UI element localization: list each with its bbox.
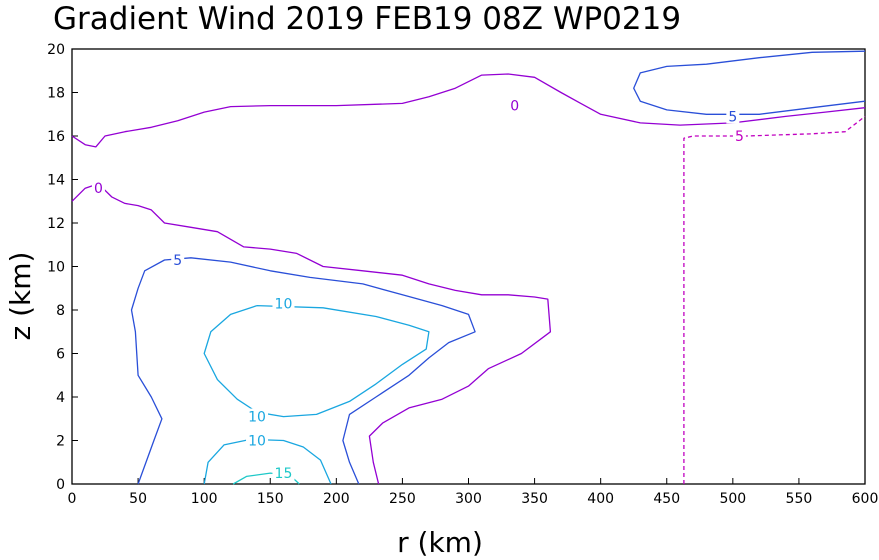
contour-label-bg bbox=[272, 465, 295, 481]
contour-line-3 bbox=[203, 304, 430, 418]
y-tick-label: 10 bbox=[47, 260, 65, 276]
contour-label-8: 5 bbox=[735, 129, 744, 145]
contour-lines bbox=[71, 50, 866, 485]
contour-label-4: 10 bbox=[248, 410, 266, 426]
y-tick-label: 16 bbox=[47, 129, 65, 145]
x-axis: 0 50 100 150 200 250 300 350 400 450 500 550 600 bbox=[68, 478, 879, 507]
contour-label-5: 10 bbox=[248, 434, 266, 450]
x-tick-label: 200 bbox=[323, 491, 350, 507]
x-tick-label: 150 bbox=[257, 491, 284, 507]
contour-label-bg bbox=[272, 295, 295, 311]
contour-line-7 bbox=[633, 50, 866, 115]
x-tick-label: 250 bbox=[389, 491, 416, 507]
contour-labels: 0 0 5 10 10 10 15 5 5 bbox=[91, 97, 746, 482]
y-tick-label: 8 bbox=[56, 303, 65, 319]
x-axis-title: r (km) bbox=[397, 526, 483, 559]
y-tick-label: 0 bbox=[56, 477, 65, 493]
contour-label-bg bbox=[726, 108, 740, 124]
y-tick-label: 4 bbox=[56, 390, 65, 406]
contour-label-0: 0 bbox=[510, 99, 519, 115]
contour-line-1 bbox=[71, 183, 552, 485]
x-tick-label: 100 bbox=[191, 491, 218, 507]
contour-line-2 bbox=[130, 257, 476, 485]
contour-label-3: 10 bbox=[275, 296, 293, 312]
contour-label-1: 0 bbox=[94, 181, 103, 197]
x-tick-label: 600 bbox=[852, 491, 879, 507]
contour-label-bg bbox=[246, 432, 269, 448]
contour-label-bg bbox=[171, 251, 185, 267]
contour-label-7: 5 bbox=[728, 109, 737, 125]
contour-label-bg bbox=[732, 128, 746, 143]
y-axis-title: z (km) bbox=[4, 252, 37, 341]
y-tick-label: 12 bbox=[47, 216, 65, 232]
x-tick-label: 0 bbox=[68, 491, 77, 507]
x-tick-label: 300 bbox=[455, 491, 482, 507]
x-tick-label: 550 bbox=[786, 491, 813, 507]
contour-line-0 bbox=[71, 73, 866, 148]
contour-label-bg bbox=[246, 408, 269, 424]
x-tick-label: 50 bbox=[129, 491, 147, 507]
contour-label-bg bbox=[508, 97, 522, 113]
contour-label-2: 5 bbox=[173, 253, 182, 269]
y-axis: 0 2 4 6 8 10 12 14 16 18 20 bbox=[47, 42, 78, 493]
y-tick-label: 20 bbox=[47, 42, 65, 58]
chart-title: Gradient Wind 2019 FEB19 08Z WP0219 bbox=[53, 1, 681, 37]
contour-label-6: 15 bbox=[275, 466, 293, 482]
contour-label-bg bbox=[91, 180, 105, 196]
x-tick-label: 350 bbox=[521, 491, 548, 507]
y-tick-label: 6 bbox=[56, 347, 65, 363]
x-tick-label: 400 bbox=[587, 491, 614, 507]
y-tick-label: 14 bbox=[47, 173, 65, 189]
x-tick-label: 500 bbox=[719, 491, 746, 507]
x-tick-label: 450 bbox=[653, 491, 680, 507]
contour-line-8 bbox=[683, 115, 866, 484]
y-tick-label: 2 bbox=[56, 434, 65, 450]
y-tick-label: 18 bbox=[47, 86, 65, 102]
